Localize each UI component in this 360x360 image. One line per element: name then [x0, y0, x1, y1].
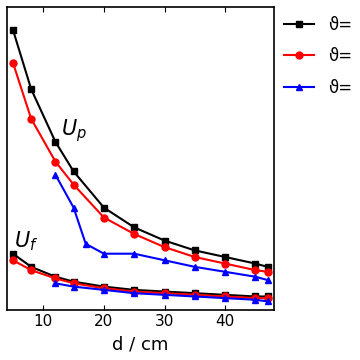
ϑ= [162, 238, 167, 243]
ϑ= [223, 261, 227, 266]
ϑ= [53, 159, 58, 164]
ϑ= [53, 172, 58, 177]
ϑ= [132, 225, 136, 230]
ϑ= [132, 252, 136, 256]
ϑ= [193, 265, 197, 269]
ϑ= [29, 87, 33, 91]
ϑ= [11, 61, 15, 65]
ϑ= [253, 275, 257, 279]
ϑ= [29, 117, 33, 121]
ϑ= [265, 278, 270, 282]
ϑ= [71, 183, 76, 187]
ϑ= [71, 169, 76, 174]
ϑ= [162, 245, 167, 249]
ϑ= [223, 255, 227, 259]
Text: $U_f$: $U_f$ [14, 229, 39, 253]
ϑ= [265, 265, 270, 269]
ϑ= [102, 206, 106, 210]
ϑ= [223, 270, 227, 274]
ϑ= [102, 252, 106, 256]
ϑ= [71, 206, 76, 210]
ϑ= [265, 270, 270, 274]
ϑ= [102, 215, 106, 220]
ϑ= [162, 258, 167, 262]
ϑ= [253, 261, 257, 266]
ϑ= [253, 268, 257, 272]
ϑ= [193, 248, 197, 253]
X-axis label: d / cm: d / cm [112, 335, 168, 353]
ϑ= [84, 242, 88, 246]
Line: ϑ=: ϑ= [52, 171, 271, 283]
Line: ϑ=: ϑ= [9, 59, 271, 275]
ϑ= [193, 255, 197, 259]
ϑ= [132, 232, 136, 236]
ϑ= [53, 140, 58, 144]
Text: $U_p$: $U_p$ [62, 117, 87, 144]
Line: ϑ=: ϑ= [9, 27, 271, 270]
Legend: ϑ=, ϑ=, ϑ=: ϑ=, ϑ=, ϑ= [278, 9, 359, 103]
ϑ= [11, 28, 15, 32]
